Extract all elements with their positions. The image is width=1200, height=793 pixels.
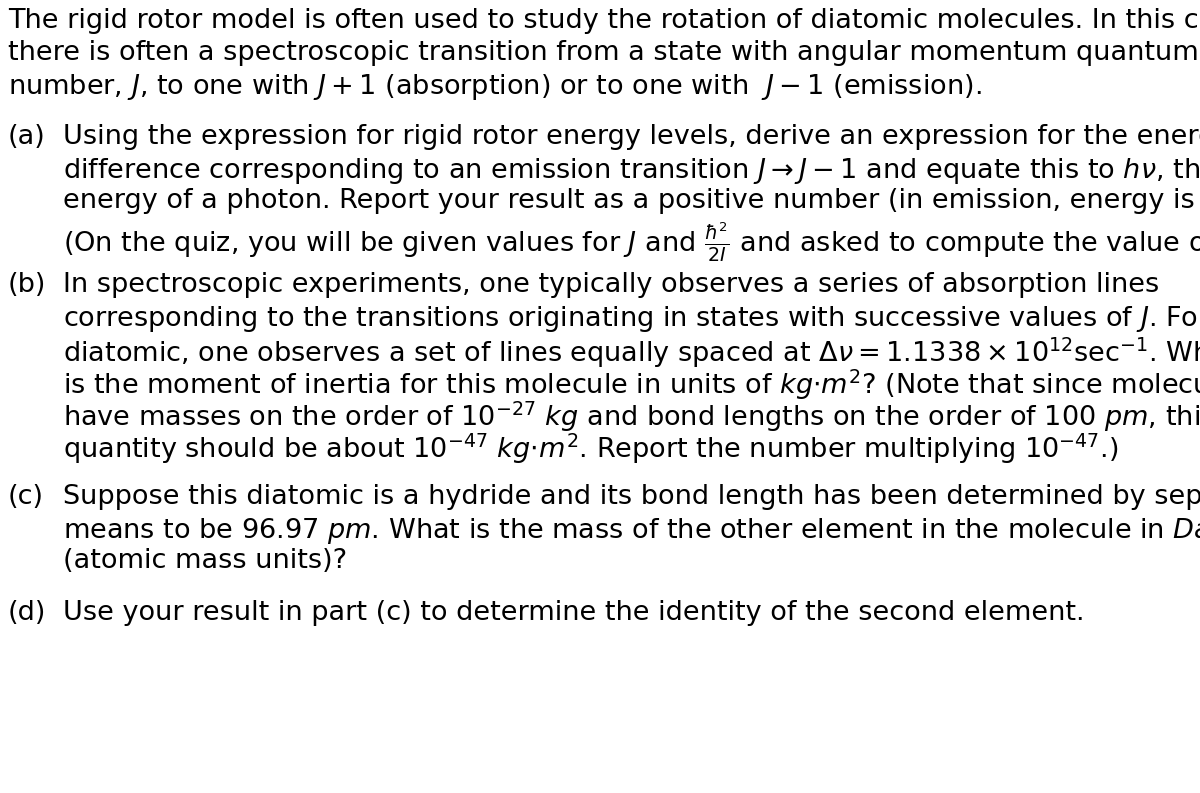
Text: number, $J$, to one with $J+1$ (absorption) or to one with  $J-1$ (emission).: number, $J$, to one with $J+1$ (absorpti…	[8, 72, 982, 102]
Text: energy of a photon. Report your result as a positive number (in emission, energy: energy of a photon. Report your result a…	[64, 188, 1200, 214]
Text: In spectroscopic experiments, one typically observes a series of absorption line: In spectroscopic experiments, one typica…	[64, 272, 1159, 298]
Text: is the moment of inertia for this molecule in units of $kg{\cdot}m^2$? (Note tha: is the moment of inertia for this molecu…	[64, 368, 1200, 403]
Text: quantity should be about $10^{-47}$ $kg{\cdot}m^2$. Report the number multiplyin: quantity should be about $10^{-47}$ $kg{…	[64, 432, 1118, 466]
Text: diatomic, one observes a set of lines equally spaced at $\Delta\nu = 1.1338 \tim: diatomic, one observes a set of lines eq…	[64, 336, 1200, 370]
Text: have masses on the order of $10^{-27}$ $kg$ and bond lengths on the order of 100: have masses on the order of $10^{-27}$ $…	[64, 400, 1200, 435]
Text: difference corresponding to an emission transition $J \rightarrow J-1$ and equat: difference corresponding to an emission …	[64, 156, 1200, 186]
Text: (atomic mass units)?: (atomic mass units)?	[64, 548, 347, 574]
Text: (b): (b)	[8, 272, 47, 298]
Text: The rigid rotor model is often used to study the rotation of diatomic molecules.: The rigid rotor model is often used to s…	[8, 8, 1200, 34]
Text: Use your result in part (c) to determine the identity of the second element.: Use your result in part (c) to determine…	[64, 600, 1085, 626]
Text: there is often a spectroscopic transition from a state with angular momentum qua: there is often a spectroscopic transitio…	[8, 40, 1199, 66]
Text: means to be 96.97 $pm$. What is the mass of the other element in the molecule in: means to be 96.97 $pm$. What is the mass…	[64, 516, 1200, 546]
Text: (d): (d)	[8, 600, 47, 626]
Text: Using the expression for rigid rotor energy levels, derive an expression for the: Using the expression for rigid rotor ene…	[64, 124, 1200, 150]
Text: corresponding to the transitions originating in states with successive values of: corresponding to the transitions origina…	[64, 304, 1200, 334]
Text: Suppose this diatomic is a hydride and its bond length has been determined by se: Suppose this diatomic is a hydride and i…	[64, 484, 1200, 510]
Text: (a): (a)	[8, 124, 46, 150]
Text: (c): (c)	[8, 484, 44, 510]
Text: (On the quiz, you will be given values for $J$ and $\frac{\hbar^2}{2I}$ and aske: (On the quiz, you will be given values f…	[64, 220, 1200, 263]
